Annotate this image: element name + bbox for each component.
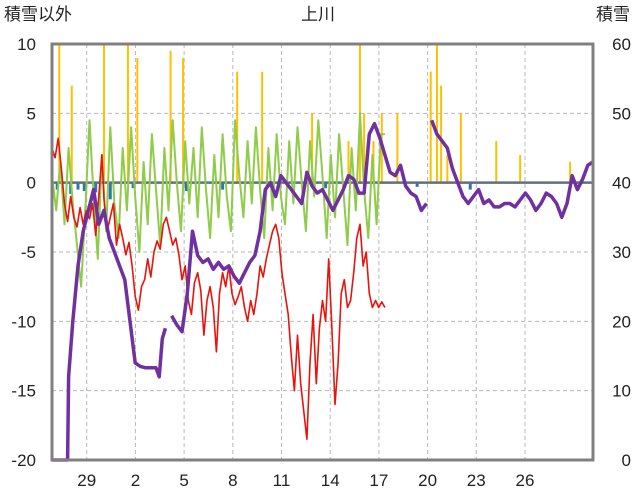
left-tick-label-1: 5 [27,104,36,123]
right-tick-label-4: 20 [612,312,631,331]
chart-title: 上川 [301,5,335,24]
grid-lines [52,43,593,461]
right-tick-label-3: 30 [612,243,631,262]
left-tick-label-3: -5 [21,243,36,262]
x-tick-label-4: 11 [273,471,291,490]
precip-bars [55,44,572,200]
left-axis-title: 積雪以外 [4,5,72,24]
x-tick-label-6: 17 [369,471,388,490]
left-tick-label-5: -15 [11,382,36,401]
series-lines [51,112,594,462]
right-axis-title: 積雪 [596,5,630,24]
right-ticks: 60 50 40 30 20 10 0 [612,35,631,470]
series-line-humidity [51,112,385,288]
x-tick-label-8: 23 [467,471,486,490]
x-ticks: 29 2 5 8 11 14 17 20 23 26 [77,471,534,490]
left-tick-label-0: 10 [17,35,36,54]
x-tick-label-3: 8 [228,471,237,490]
x-tick-label-2: 5 [179,471,188,490]
x-tick-label-9: 26 [515,471,534,490]
left-ticks: 10 5 0 -5 -10 -15 -20 [11,35,36,470]
right-tick-label-2: 40 [612,174,631,193]
right-tick-label-5: 10 [612,382,631,401]
x-tick-label-1: 2 [131,471,140,490]
right-tick-label-0: 60 [612,35,631,54]
plot-frame [50,42,595,462]
series-line-snow-depth [52,119,594,462]
left-tick-label-6: -20 [11,451,36,470]
left-tick-label-2: 0 [27,174,36,193]
right-tick-label-1: 50 [612,104,631,123]
x-tick-label-0: 29 [77,471,96,490]
right-tick-label-6: 0 [622,451,631,470]
x-tick-label-5: 14 [321,471,340,490]
x-tick-label-7: 20 [418,471,437,490]
left-tick-label-4: -10 [11,312,36,331]
